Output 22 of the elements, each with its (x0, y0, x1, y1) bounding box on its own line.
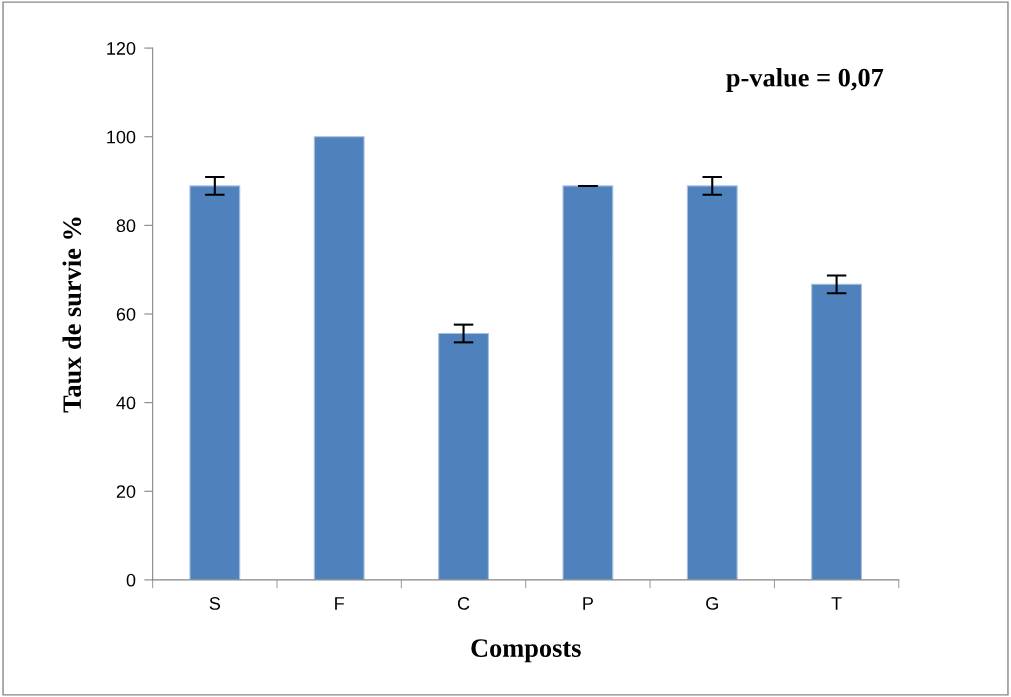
bar (189, 185, 241, 580)
x-tick-label: S (209, 597, 221, 610)
x-tick-label: G (706, 597, 718, 610)
x-tick-label: P (583, 597, 593, 610)
y-tick-label: 60 (116, 307, 136, 321)
y-tick-label: 80 (116, 219, 136, 233)
y-tick-label: 100 (107, 130, 136, 144)
annotation: p-value = 0,07 (726, 68, 884, 92)
bar (438, 332, 489, 580)
y-tick-label: 120 (107, 42, 136, 55)
bar (811, 283, 863, 580)
bar (686, 185, 738, 580)
bar (562, 185, 614, 580)
x-tick-label: C (457, 597, 470, 610)
bar (313, 136, 365, 580)
y-axis-title: Taux de survie % (62, 217, 82, 413)
x-tick-label: T (831, 597, 842, 610)
y-tick-label: 20 (116, 485, 136, 498)
y-tick-label: 40 (116, 396, 136, 410)
y-tick-label: 0 (126, 573, 136, 587)
x-axis-title: Composts (471, 639, 581, 663)
x-tick-label: F (335, 597, 344, 610)
